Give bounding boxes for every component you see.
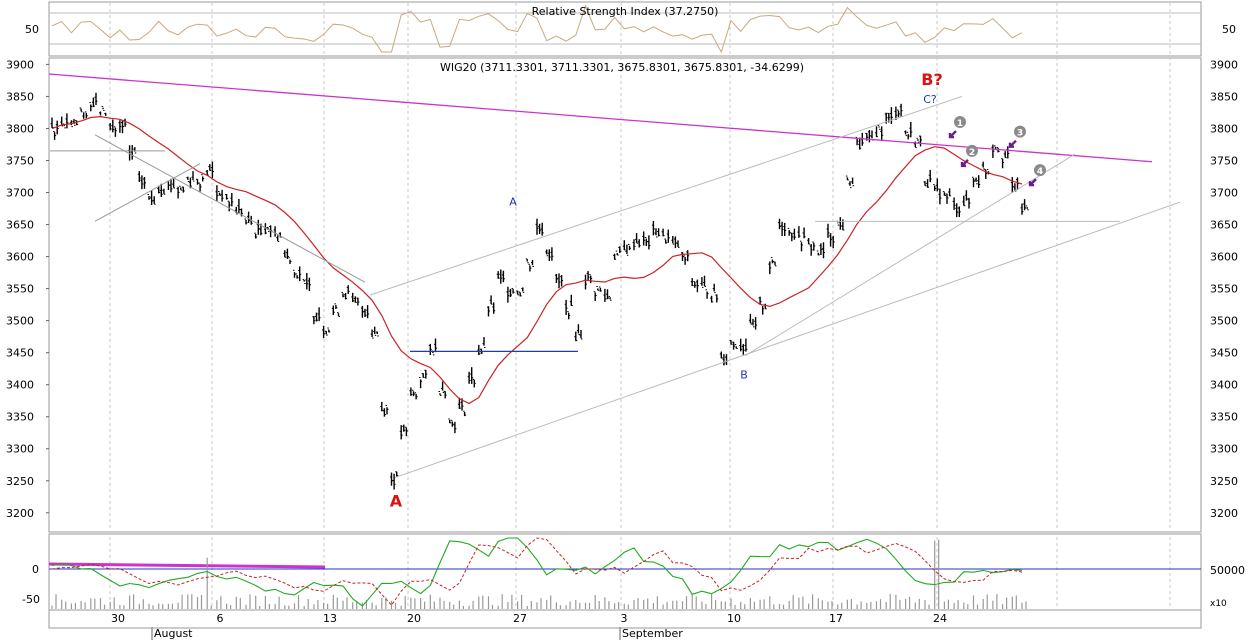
price-tick-right: 3500	[1210, 315, 1238, 328]
x-tick-label: 30	[111, 612, 125, 625]
month-label: September	[622, 627, 683, 640]
price-tick-right: 3850	[1210, 90, 1238, 103]
rising-support-line	[744, 153, 1076, 357]
price-title: WIG20 (3711.3301, 3711.3301, 3675.8301, …	[440, 61, 804, 74]
price-tick-left: 3450	[6, 347, 34, 360]
price-tick-right: 3700	[1210, 187, 1238, 200]
wave-label: C?	[923, 93, 937, 106]
x-tick-label: 3	[621, 612, 628, 625]
price-tick-right: 3350	[1210, 411, 1238, 424]
rsi-panel	[48, 1, 1202, 57]
x-tick-label: 20	[407, 612, 421, 625]
vertical-grid	[109, 3, 1171, 609]
price-tick-right: 3300	[1210, 443, 1238, 456]
oscillator-highlight	[48, 562, 326, 569]
wave-label: B?	[921, 70, 942, 89]
rsi-layer	[49, 4, 1201, 54]
price-tick-left: 3600	[6, 251, 34, 264]
price-tick-right: 3250	[1210, 475, 1238, 488]
wave-marker-4: 4	[1028, 164, 1046, 187]
x-tick-label: 27	[513, 612, 527, 625]
price-tick-left: 3200	[6, 507, 34, 520]
price-tick-left: 3650	[6, 219, 34, 232]
rsi-tick-left: 50	[25, 23, 39, 36]
price-tick-right: 3200	[1210, 507, 1238, 520]
triangle-line-lower	[94, 134, 366, 283]
oscillator-tick-left: 0	[32, 563, 39, 576]
price-tick-right: 3650	[1210, 219, 1238, 232]
price-tick-left: 3550	[6, 283, 34, 296]
price-tick-left: 3850	[6, 90, 34, 103]
marker-circle	[1014, 125, 1026, 138]
marker-arrow-head	[948, 133, 954, 139]
marker-number: 3	[1017, 129, 1023, 139]
wave-marker-1: 1	[948, 116, 966, 139]
wave-label: A	[390, 491, 403, 510]
moving-average-line	[51, 115, 1023, 405]
price-tick-left: 3750	[6, 154, 34, 167]
wave-marker-3: 3	[1008, 125, 1026, 148]
price-tick-right: 3550	[1210, 283, 1238, 296]
price-tick-right: 3800	[1210, 122, 1238, 135]
price-tick-left: 3400	[6, 379, 34, 392]
price-panel	[48, 57, 1202, 533]
price-tick-left: 3700	[6, 187, 34, 200]
wave-marker-2: 2	[960, 144, 978, 168]
month-label: August	[154, 627, 193, 640]
marker-circle	[966, 144, 978, 157]
price-tick-left: 3250	[6, 475, 34, 488]
oscillator-tick-right: 50000	[1210, 564, 1245, 577]
marker-number: 1	[957, 119, 963, 129]
price-tick-right: 3450	[1210, 347, 1238, 360]
price-layer	[48, 73, 1181, 490]
price-tick-left: 3350	[6, 411, 34, 424]
marker-number: 4	[1037, 167, 1043, 177]
price-tick-right: 3600	[1210, 251, 1238, 264]
channel-upper-line	[369, 95, 963, 296]
price-tick-left: 3800	[6, 122, 34, 135]
oscillator-layer	[48, 537, 1201, 609]
price-tick-right: 3400	[1210, 379, 1238, 392]
marker-arrow-head	[1028, 181, 1034, 187]
x-tick-label: 10	[727, 612, 741, 625]
annotations-layer: B? A A B C? 1 2 3 4	[390, 70, 1046, 510]
price-tick-left: 3300	[6, 443, 34, 456]
oscillator-slow-line	[51, 537, 1023, 606]
volume-scale-label: x10	[1210, 599, 1227, 609]
x-tick-label: 17	[829, 612, 843, 625]
marker-arrow-head	[960, 161, 966, 168]
triangle-line-upper	[94, 163, 201, 222]
rsi-line	[51, 4, 1023, 54]
marker-circle	[954, 116, 966, 129]
x-tick-label: 13	[323, 612, 337, 625]
x-tick-label: 24	[933, 612, 947, 625]
marker-number: 2	[969, 148, 975, 158]
price-tick-left: 3500	[6, 315, 34, 328]
rsi-title: Relative Strength Index (37.2750)	[532, 5, 719, 18]
price-tick-right: 3750	[1210, 154, 1238, 167]
oscillator-tick-left: -50	[22, 593, 40, 606]
marker-arrow-head	[1008, 142, 1014, 148]
channel-lower-line	[394, 201, 1181, 479]
price-tick-right: 3900	[1210, 58, 1238, 71]
wave-label: A	[509, 195, 517, 208]
rsi-tick-right: 50	[1222, 23, 1236, 36]
wave-label: B	[740, 368, 748, 381]
price-tick-left: 3900	[6, 58, 34, 71]
marker-circle	[1034, 164, 1046, 177]
x-tick-label: 6	[217, 612, 224, 625]
oscillator-fast-line	[51, 537, 1023, 607]
